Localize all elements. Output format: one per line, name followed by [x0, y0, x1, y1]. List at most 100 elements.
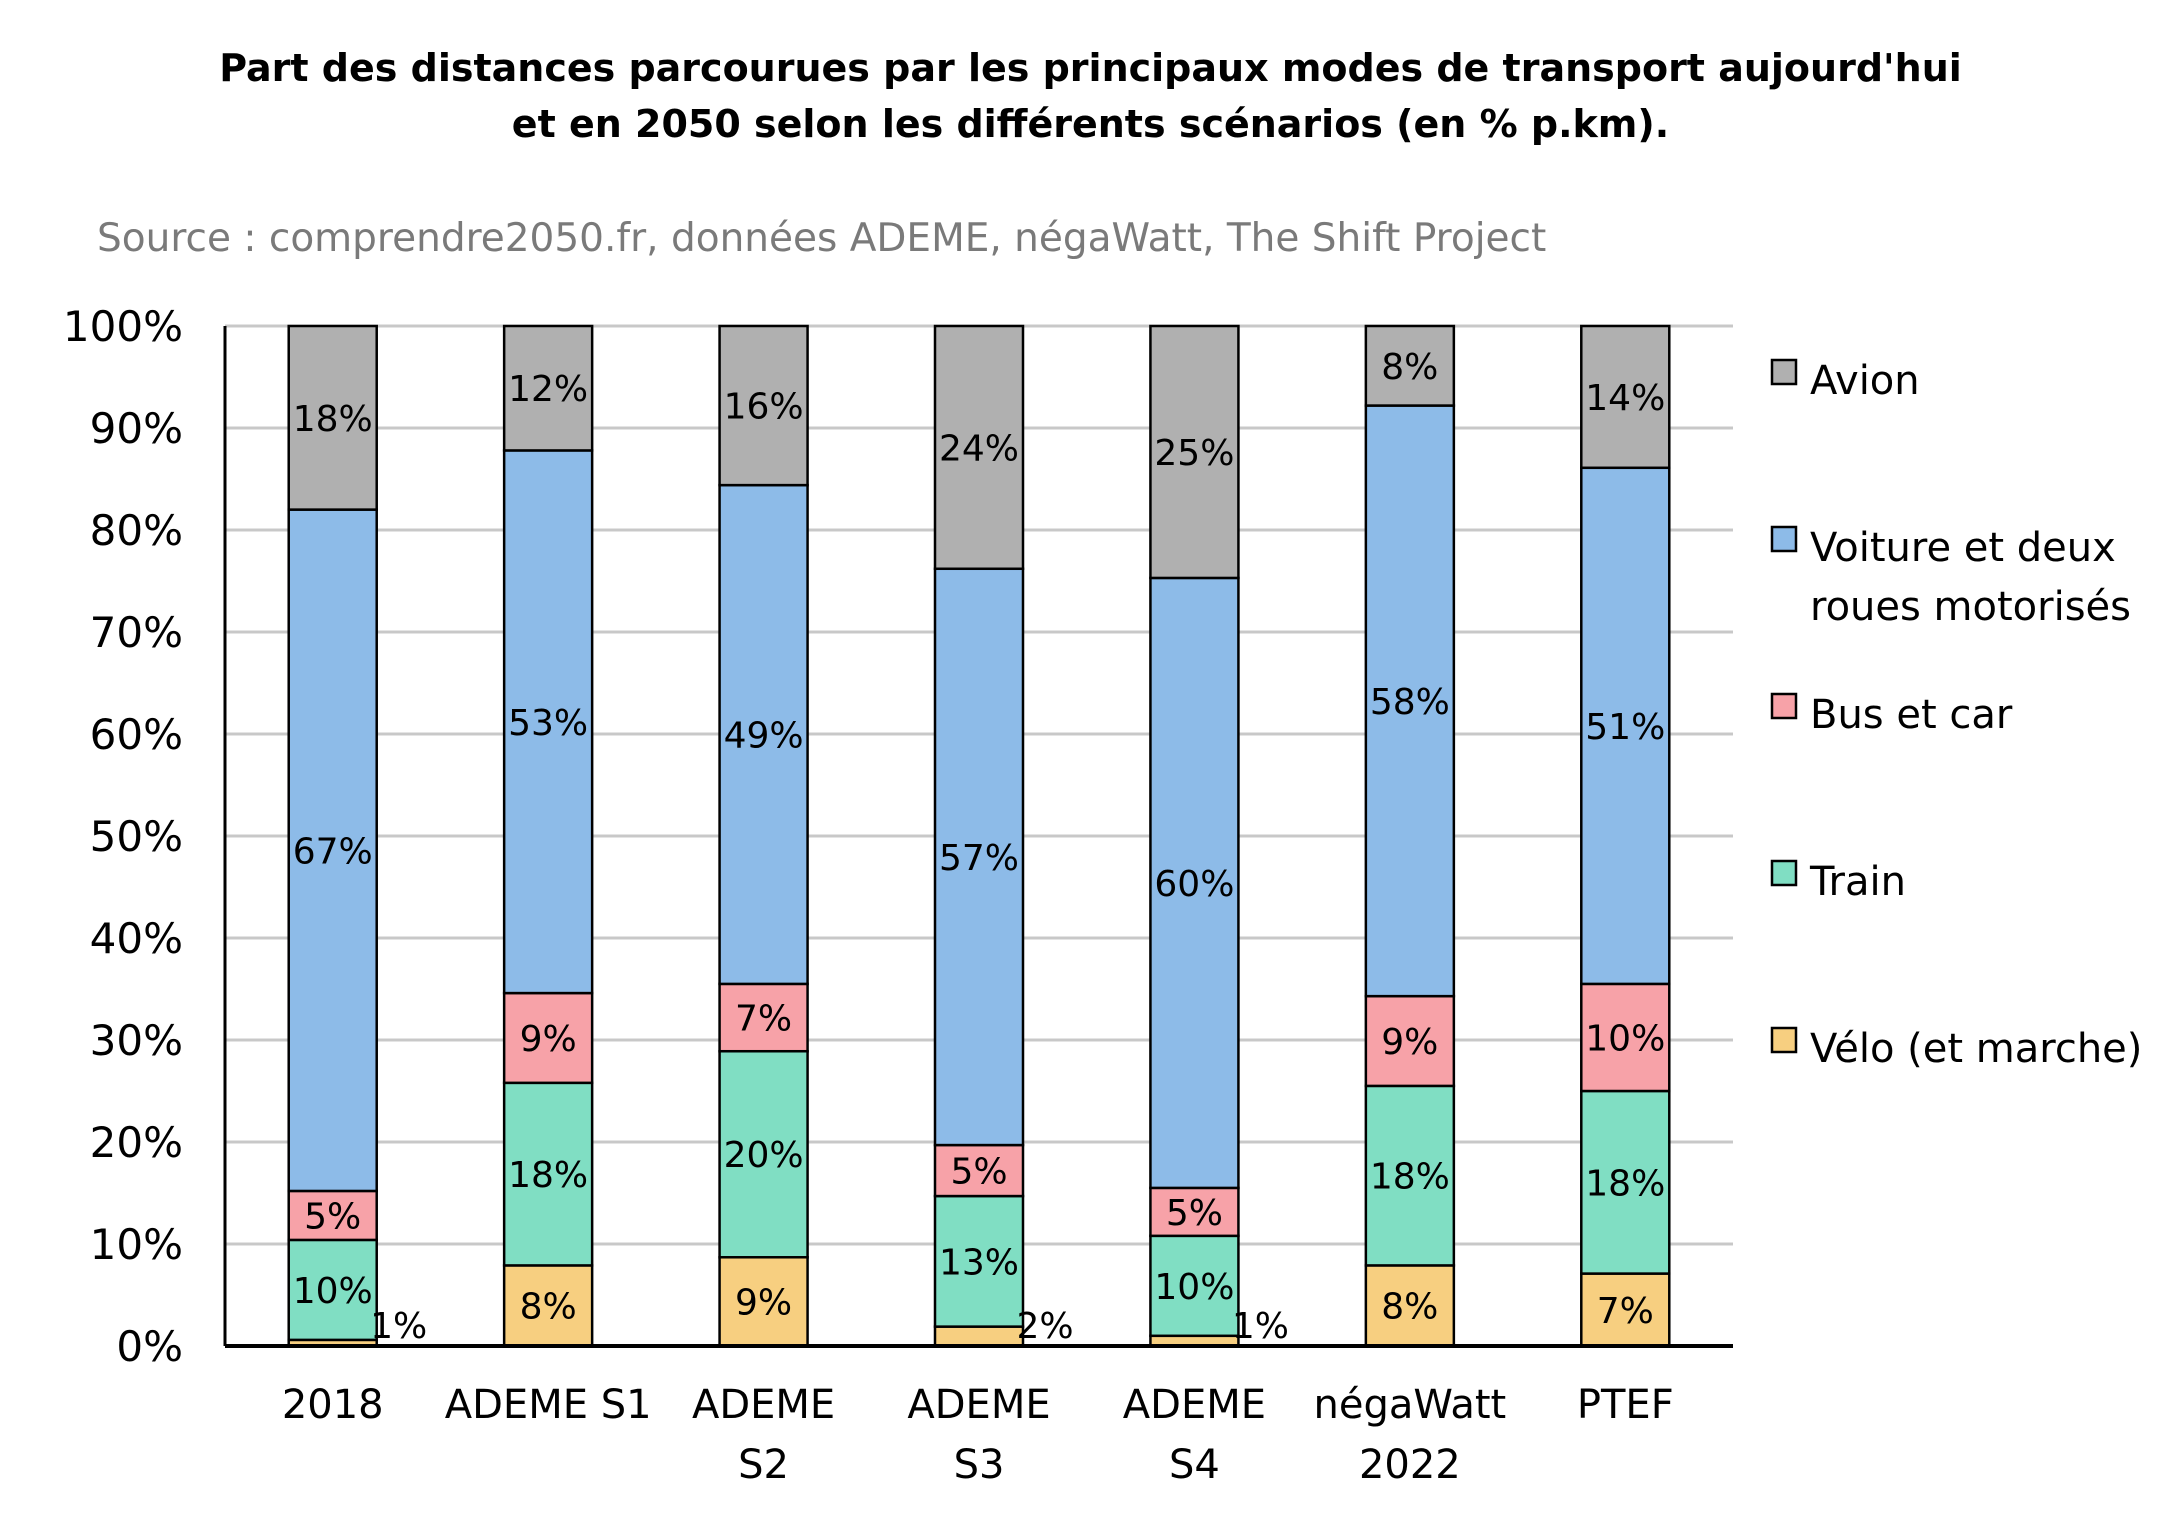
bar-segment [1149, 576, 1240, 1190]
y-tick-label: 10% [90, 1220, 183, 1269]
bar-segment [1580, 1089, 1671, 1275]
data-label: 7% [735, 999, 792, 1040]
data-label: 9% [520, 1019, 577, 1060]
data-label: 25% [1154, 433, 1234, 474]
data-label: 5% [950, 1152, 1007, 1193]
bar-segment [1580, 982, 1671, 1093]
bar-segment [502, 449, 594, 995]
chart-title: Part des distances parcourues par les pr… [0, 40, 2181, 152]
data-label: 10% [293, 1271, 373, 1312]
data-label: 16% [724, 387, 804, 428]
bar-segment [1580, 466, 1671, 986]
bar-segment [933, 1194, 1025, 1328]
data-label: 8% [520, 1287, 577, 1328]
data-label: 12% [508, 369, 588, 410]
data-label: 20% [724, 1135, 804, 1176]
bar-segment [718, 483, 809, 986]
bar-segment [502, 324, 594, 452]
data-label: 18% [1370, 1157, 1450, 1198]
legend-label: Avion [1810, 358, 1920, 404]
bar-segment [1364, 994, 1456, 1088]
legend-swatch [1770, 358, 1798, 386]
bar-segment [1364, 324, 1456, 407]
data-labels: 1%10%5%67%18%8%18%9%53%12%9%20%7%49%16%2… [293, 347, 1666, 1347]
data-label: 13% [939, 1242, 1019, 1283]
data-label: 49% [724, 716, 804, 757]
bar-segment [287, 324, 378, 511]
data-label: 18% [508, 1155, 588, 1196]
legend-label: Train [1809, 859, 1906, 905]
data-label: 58% [1370, 682, 1450, 723]
bar-segment [502, 1264, 594, 1348]
x-category-label: ADEME S1 [445, 1382, 652, 1428]
data-label: 1% [1232, 1306, 1289, 1347]
x-category-label: ADEME [692, 1382, 835, 1428]
bar-segment [718, 324, 809, 487]
data-label: 57% [939, 838, 1019, 879]
bar-segment [1364, 1084, 1456, 1267]
y-axis-ticks: 0% 10% 20% 30% 40% 50% 60% 70% 80% 90% 100% [63, 302, 183, 1371]
legend: Avion Voiture et deux roues motorisés Bus e… [1770, 358, 2142, 1072]
x-category-label: S4 [1169, 1442, 1220, 1488]
x-category-label: S3 [954, 1442, 1005, 1488]
y-tick-label: 60% [90, 710, 183, 759]
data-label: 10% [1154, 1267, 1234, 1308]
data-label: 60% [1154, 864, 1234, 905]
data-label: 5% [1166, 1193, 1223, 1234]
bar-segment [933, 1143, 1025, 1198]
bar-segment [1580, 324, 1671, 470]
legend-label: roues motorisés [1810, 584, 2131, 630]
data-label: 8% [1381, 347, 1438, 388]
x-category-label: ADEME [1123, 1382, 1266, 1428]
bar-segment [718, 1256, 809, 1348]
x-category-label: PTEF [1577, 1382, 1674, 1428]
bar-segment [933, 324, 1025, 571]
x-category-label: 2022 [1359, 1442, 1461, 1488]
y-tick-label: 0% [116, 1322, 183, 1371]
legend-label: Bus et car [1810, 692, 2013, 738]
data-label: 18% [293, 399, 373, 440]
bar-segment [1149, 1234, 1240, 1338]
y-tick-label: 100% [63, 302, 183, 351]
chart-title-line-1: Part des distances parcourues par les pr… [219, 46, 1962, 90]
y-tick-label: 90% [90, 404, 183, 453]
data-label: 53% [508, 703, 588, 744]
data-label: 5% [304, 1196, 361, 1237]
data-label: 24% [939, 428, 1019, 469]
x-axis-categories: 2018 ADEME S1 ADEME S2 ADEME S3 ADEME S4 négaWat… [282, 1382, 1674, 1488]
x-category-label: négaWatt [1313, 1382, 1506, 1428]
legend-swatch [1770, 1026, 1798, 1054]
bar-segment [933, 1325, 1025, 1348]
data-label: 2% [1016, 1306, 1073, 1347]
y-tick-label: 40% [90, 914, 183, 963]
bar-segment [1364, 404, 1456, 998]
data-label: 1% [370, 1306, 427, 1347]
legend-label: Voiture et deux [1810, 525, 2116, 571]
bars [287, 324, 1671, 1348]
legend-label: Vélo (et marche) [1810, 1026, 2142, 1072]
bar-segment [502, 1081, 594, 1267]
bar-segment [718, 1049, 809, 1259]
legend-swatch [1770, 859, 1798, 887]
legend-swatch [1770, 692, 1798, 720]
data-label: 9% [1381, 1022, 1438, 1063]
bar-segment [718, 982, 809, 1053]
data-label: 67% [293, 831, 373, 872]
y-tick-label: 30% [90, 1016, 183, 1065]
x-category-label: S2 [738, 1442, 789, 1488]
y-tick-label: 80% [90, 506, 183, 555]
bar-segment [1149, 1186, 1240, 1238]
data-label: 14% [1585, 378, 1665, 419]
data-label: 51% [1585, 707, 1665, 748]
data-label: 8% [1381, 1287, 1438, 1328]
axes [223, 326, 1733, 1348]
y-tick-label: 50% [90, 812, 183, 861]
chart-source: Source : comprendre2050.fr, données ADEM… [97, 216, 1547, 261]
data-label: 7% [1597, 1291, 1654, 1332]
data-label: 18% [1585, 1163, 1665, 1204]
legend-swatch [1770, 525, 1798, 553]
bar-segment [1149, 324, 1240, 580]
x-category-label: ADEME [907, 1382, 1050, 1428]
y-tick-label: 20% [90, 1118, 183, 1167]
